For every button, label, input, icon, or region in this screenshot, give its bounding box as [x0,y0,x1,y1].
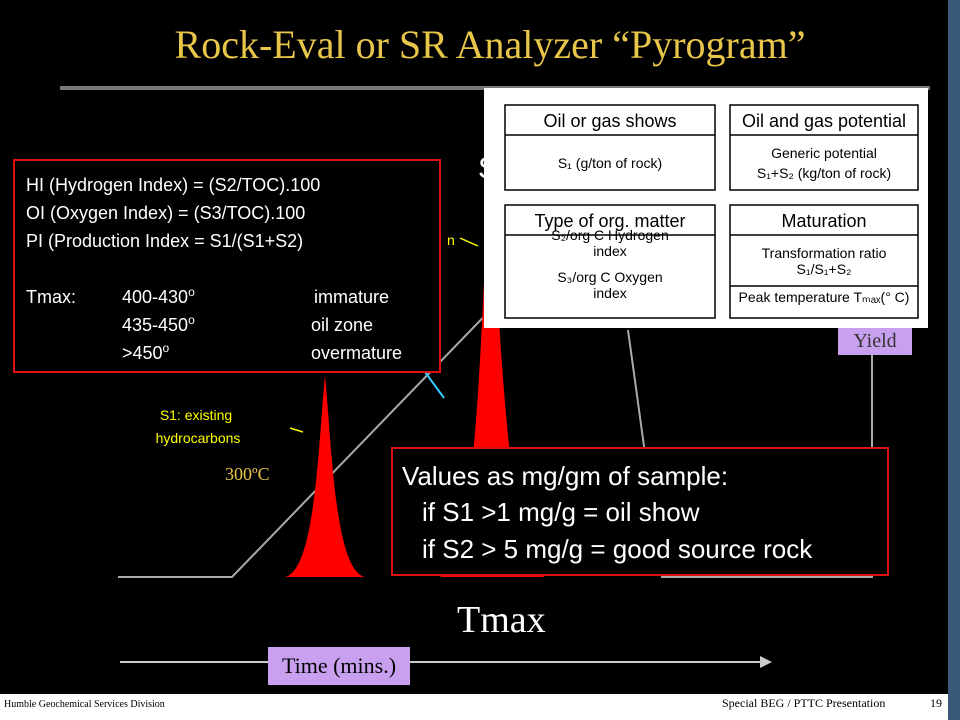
tmax-range: >450o [122,341,170,363]
inset-title: Type of org. matter [534,211,685,231]
tmax-label: Tmax [457,599,546,641]
inset-boxes: Oil or gas shows S₁ (g/ton of rock) Oil an… [504,104,919,319]
s2-arrow [459,237,479,247]
indices: HI (Hydrogen Index) = (S2/TOC).100 OI (Ox… [26,175,402,363]
inset-line: Transformation ratio [762,245,887,261]
inset-line: index [593,285,626,301]
s1-label: S1: existing [160,407,232,423]
tmax-stage: overmature [311,343,402,363]
arrowhead [760,656,772,668]
s1-peak [285,375,365,577]
range: >450 [122,343,163,363]
inset-line: S₂/org C Hydrogen [551,227,669,243]
inset [484,88,928,328]
tmax-stage: immature [314,287,389,307]
s2-peak [440,180,545,577]
range: 435-450 [122,315,188,335]
inset-line: S₁ (g/ton of rock) [558,155,662,171]
footer-right: Special BEG / PTTC Presentation [722,696,885,710]
inset-title: Oil or gas shows [543,111,676,131]
footer-page: 19 [930,696,942,710]
inset-line: S₃/org C Oxygen [557,269,662,285]
values-line: if S2 > 5 mg/g = good source rock [422,534,813,564]
yield-box [838,325,912,355]
indices-box [13,159,441,373]
tmax-stage: oil zone [311,315,373,335]
inset-line: S₁+S₂ (kg/ton of rock) [757,165,891,181]
inset-line: S₁/S₁+S₂ [797,261,852,277]
inset-box [729,104,919,191]
footer-bar [0,694,948,720]
degree: o [163,341,170,355]
index-line: PI (Production Index = S1/(S1+S2) [26,231,303,251]
tmax-range: 435-450o [122,313,195,335]
s1-arrow [289,427,304,433]
time-label: Time (mins.) [282,653,396,678]
values-box [391,447,889,576]
inset-line: Peak temperature Tₘₐₓ(° C) [739,289,910,305]
index-line: OI (Oxygen Index) = (S3/TOC).100 [26,203,305,223]
yield-label: Yield [853,330,896,352]
values-line: if S1 >1 mg/g = oil show [422,497,700,527]
time-box [268,647,410,685]
inset-title: Maturation [781,211,866,231]
s1-label: hydrocarbons [156,430,241,446]
inset-line: Generic potential [771,145,877,161]
degree: o [188,285,195,299]
inset-line: index [593,243,626,259]
values-line: Values as mg/gm of sample: [402,461,728,491]
title: Rock-Eval or SR Analyzer “Pyrogram” [175,22,806,67]
temperature-label: 300ºC [225,464,270,484]
right-edge [948,0,960,720]
tmax-range: 400-430o [122,285,195,307]
footer-left: Humble Geochemical Services Division [4,699,165,710]
inset-box [504,204,716,319]
degree: o [188,313,195,327]
inset-box [504,104,716,191]
tmax-label: Tmax: [26,287,76,307]
inset-box [729,204,919,319]
s2-label: n [447,232,455,248]
inset-title: Oil and gas potential [742,111,906,131]
range: 400-430 [122,287,188,307]
s3-arrow [424,371,445,399]
index-line: HI (Hydrogen Index) = (S2/TOC).100 [26,175,320,195]
